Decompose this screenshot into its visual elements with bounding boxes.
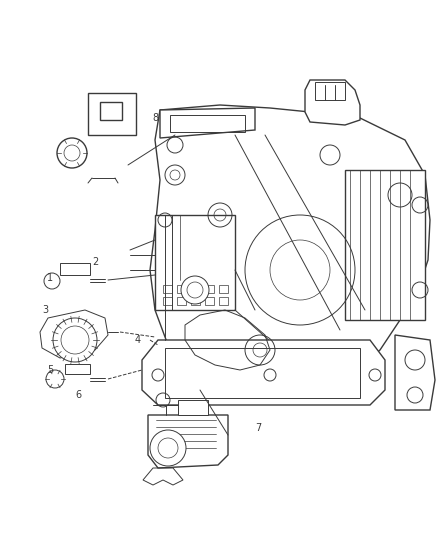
Text: 5: 5	[47, 365, 53, 375]
Circle shape	[46, 370, 64, 388]
Polygon shape	[148, 415, 228, 468]
Polygon shape	[160, 108, 255, 138]
Bar	[88, 93, 136, 135]
Bar	[60, 263, 90, 275]
Bar	[315, 82, 345, 100]
Bar	[177, 285, 186, 293]
Text: 8: 8	[152, 113, 158, 123]
Text: 6: 6	[75, 390, 81, 400]
Bar	[100, 102, 122, 120]
Polygon shape	[142, 340, 385, 405]
Bar	[163, 285, 172, 293]
Bar	[205, 285, 214, 293]
Bar	[165, 348, 360, 398]
Bar	[219, 297, 228, 305]
Text: 7: 7	[255, 423, 261, 433]
Text: 2: 2	[92, 257, 98, 267]
Circle shape	[150, 430, 186, 466]
Bar	[191, 285, 200, 293]
Polygon shape	[150, 105, 430, 400]
Bar	[163, 297, 172, 305]
Bar	[205, 297, 214, 305]
Circle shape	[53, 318, 97, 362]
Polygon shape	[178, 400, 208, 415]
Text: 4: 4	[135, 335, 141, 345]
Bar	[155, 215, 235, 310]
Text: 1: 1	[47, 273, 53, 283]
Polygon shape	[40, 310, 108, 358]
Bar	[65, 364, 90, 374]
Bar	[177, 297, 186, 305]
Bar	[191, 297, 200, 305]
Polygon shape	[305, 80, 360, 125]
Polygon shape	[395, 335, 435, 410]
Bar	[219, 285, 228, 293]
Circle shape	[44, 273, 60, 289]
Text: 3: 3	[42, 305, 48, 315]
Bar	[345, 170, 425, 320]
Circle shape	[181, 276, 209, 304]
Circle shape	[57, 138, 87, 168]
